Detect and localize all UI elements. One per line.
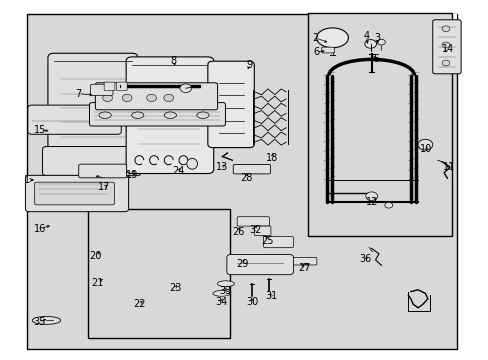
Circle shape [146,94,156,102]
FancyBboxPatch shape [254,226,270,235]
FancyBboxPatch shape [48,53,138,163]
Text: 26: 26 [232,227,244,237]
Text: 21: 21 [91,278,104,288]
Text: 23: 23 [168,283,181,293]
Text: 30: 30 [245,297,258,307]
Circle shape [441,26,449,32]
FancyBboxPatch shape [25,175,128,212]
FancyBboxPatch shape [116,82,127,91]
Text: 3: 3 [374,33,380,43]
FancyBboxPatch shape [89,103,225,126]
Circle shape [377,39,385,45]
Circle shape [365,192,377,201]
Bar [88,209,229,338]
Circle shape [163,94,173,102]
Ellipse shape [32,316,61,324]
Text: 7: 7 [75,89,81,99]
Circle shape [441,60,449,66]
Text: 9: 9 [246,60,252,70]
Text: 2: 2 [312,33,318,43]
Circle shape [417,139,432,150]
FancyBboxPatch shape [79,164,126,178]
Text: 1: 1 [24,175,30,185]
Text: 19: 19 [125,170,138,180]
FancyBboxPatch shape [35,182,114,205]
Bar [307,13,451,236]
Polygon shape [27,14,456,349]
Text: 34: 34 [215,297,227,307]
Ellipse shape [212,291,229,296]
Circle shape [364,40,376,48]
Text: 33: 33 [219,286,232,296]
Circle shape [384,202,392,208]
FancyBboxPatch shape [90,84,113,95]
FancyBboxPatch shape [321,47,334,53]
FancyBboxPatch shape [126,57,213,174]
Text: 14: 14 [441,44,453,54]
Text: 25: 25 [261,236,273,246]
Circle shape [122,94,132,102]
Text: 12: 12 [366,197,378,207]
Ellipse shape [316,28,347,48]
FancyBboxPatch shape [28,105,121,134]
FancyBboxPatch shape [432,20,460,74]
Ellipse shape [131,112,143,118]
Text: 4: 4 [363,31,369,41]
Text: 13: 13 [216,162,228,172]
Text: 15: 15 [34,125,46,135]
Text: 28: 28 [239,173,252,183]
Ellipse shape [186,158,197,169]
Text: 20: 20 [89,251,102,261]
FancyBboxPatch shape [226,255,293,275]
Text: 31: 31 [264,291,277,301]
Text: 36: 36 [359,254,371,264]
FancyBboxPatch shape [263,237,293,248]
FancyBboxPatch shape [237,217,269,226]
FancyBboxPatch shape [233,165,270,174]
Text: 16: 16 [34,224,46,234]
Text: 8: 8 [170,56,176,66]
Text: 10: 10 [419,144,432,154]
Text: 11: 11 [442,162,454,172]
Text: 32: 32 [249,225,262,235]
Text: 6: 6 [313,47,319,57]
Ellipse shape [99,112,111,118]
Text: 22: 22 [133,299,145,309]
Circle shape [102,94,112,102]
Circle shape [441,42,449,48]
FancyBboxPatch shape [42,147,141,176]
Ellipse shape [196,112,209,118]
Circle shape [180,84,191,93]
Text: 5: 5 [373,54,379,64]
FancyBboxPatch shape [291,257,316,265]
Ellipse shape [217,281,234,287]
Text: 29: 29 [235,258,248,269]
Text: 17: 17 [97,182,110,192]
Text: 18: 18 [265,153,278,163]
Ellipse shape [164,112,176,118]
Text: 24: 24 [172,166,184,176]
Text: 35: 35 [33,317,45,327]
FancyBboxPatch shape [95,83,217,110]
FancyBboxPatch shape [207,61,254,148]
FancyBboxPatch shape [104,82,115,91]
Polygon shape [308,14,456,59]
Text: 27: 27 [298,263,310,273]
